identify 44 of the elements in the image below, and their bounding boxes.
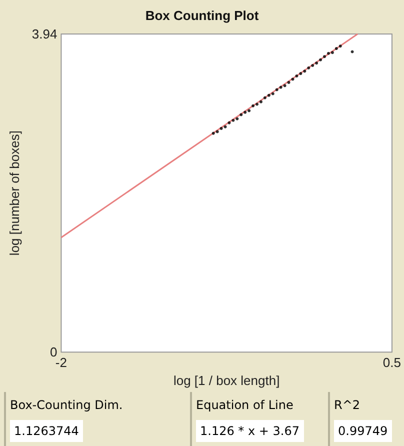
point (275, 88, 278, 92)
x-axis-title: log [1 / box length] (173, 373, 280, 388)
point (259, 100, 262, 104)
point (228, 121, 231, 124)
point (220, 126, 223, 130)
point (287, 80, 290, 84)
text: Equation of Line (196, 398, 294, 412)
point (303, 70, 306, 73)
point (232, 118, 235, 122)
text: 1.1263744 (10, 420, 83, 442)
point (248, 109, 251, 112)
y-tick-label: 0 (50, 344, 58, 360)
x-tick-label: -2 (55, 355, 67, 370)
chart-title: Box Counting Plot (145, 8, 260, 23)
point (279, 86, 282, 89)
point (256, 102, 259, 106)
x-tick-label: 0.5 (382, 355, 402, 370)
point (307, 66, 310, 70)
point (295, 74, 298, 78)
point (212, 132, 215, 135)
y-axis-title: log [number of boxes] (7, 130, 22, 256)
text: 0.99749 (334, 420, 392, 442)
point (315, 62, 318, 65)
point (334, 47, 338, 50)
point (216, 130, 219, 134)
point (244, 110, 247, 114)
point (326, 52, 330, 55)
text: R^2 (334, 398, 360, 412)
point (271, 92, 274, 96)
point (350, 50, 354, 54)
text: 1.126 * x + 3.67 (196, 420, 304, 442)
point (311, 64, 314, 67)
point (299, 72, 302, 76)
text: Box-Counting Dim. (10, 398, 123, 412)
point (263, 96, 266, 100)
point (319, 58, 322, 62)
point (252, 104, 255, 108)
point (283, 84, 286, 88)
point (267, 94, 270, 97)
point (330, 51, 334, 54)
point (322, 55, 326, 58)
point (291, 78, 294, 81)
point (338, 44, 342, 48)
y-tick-label: 3.94 (32, 26, 58, 42)
